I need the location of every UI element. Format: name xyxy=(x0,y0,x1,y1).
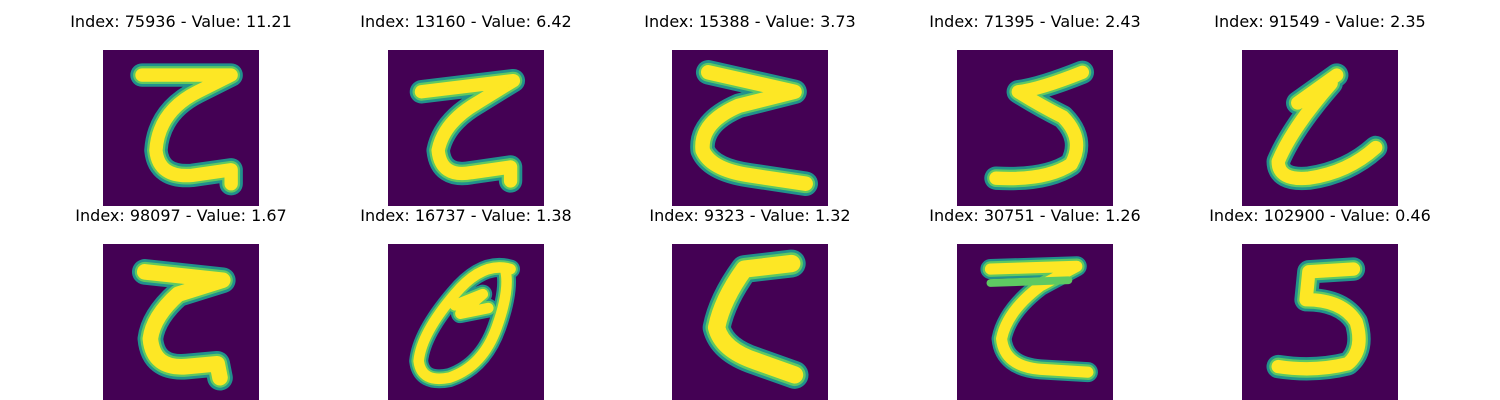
digit-image xyxy=(672,50,828,206)
panel-7: Index: 16737 - Value: 1.38 xyxy=(360,208,572,400)
panel-title: Index: 9323 - Value: 1.32 xyxy=(649,206,851,225)
digit-image xyxy=(103,244,259,400)
panel-title: Index: 98097 - Value: 1.67 xyxy=(75,206,287,225)
panel-6: Index: 98097 - Value: 1.67 xyxy=(75,208,287,400)
panel-10: Index: 102900 - Value: 0.46 xyxy=(1209,208,1431,400)
panel-9: Index: 30751 - Value: 1.26 xyxy=(929,208,1141,400)
panel-title: Index: 16737 - Value: 1.38 xyxy=(360,206,572,225)
panel-title: Index: 102900 - Value: 0.46 xyxy=(1209,206,1431,225)
panel-title: Index: 91549 - Value: 2.35 xyxy=(1214,12,1426,31)
digit-image xyxy=(388,244,544,400)
digit-image xyxy=(672,244,828,400)
digit-image xyxy=(103,50,259,206)
panel-8: Index: 9323 - Value: 1.32 xyxy=(649,208,851,400)
digit-image xyxy=(957,50,1113,206)
panel-title: Index: 15388 - Value: 3.73 xyxy=(644,12,856,31)
panel-5: Index: 91549 - Value: 2.35 xyxy=(1214,14,1426,206)
digit-image xyxy=(957,244,1113,400)
panel-title: Index: 75936 - Value: 11.21 xyxy=(70,12,292,31)
panel-2: Index: 13160 - Value: 6.42 xyxy=(360,14,572,206)
panel-1: Index: 75936 - Value: 11.21 xyxy=(70,14,292,206)
panel-title: Index: 71395 - Value: 2.43 xyxy=(929,12,1141,31)
panel-title: Index: 13160 - Value: 6.42 xyxy=(360,12,572,31)
panel-title: Index: 30751 - Value: 1.26 xyxy=(929,206,1141,225)
digit-image xyxy=(1242,244,1398,400)
digit-image xyxy=(388,50,544,206)
panel-4: Index: 71395 - Value: 2.43 xyxy=(929,14,1141,206)
panel-3: Index: 15388 - Value: 3.73 xyxy=(644,14,856,206)
digit-image xyxy=(1242,50,1398,206)
